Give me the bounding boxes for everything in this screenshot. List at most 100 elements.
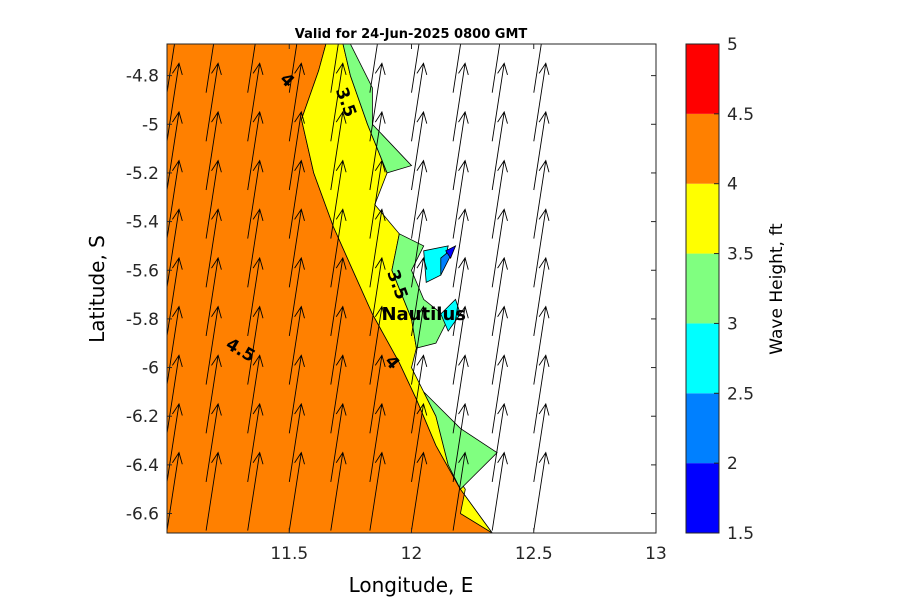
wave-arrow: [452, 44, 462, 93]
wave-arrow: [247, 62, 264, 142]
wave-arrow: [330, 451, 347, 531]
wave-arrow: [330, 110, 347, 191]
wave-arrow: [167, 62, 183, 142]
colorbar-tick-label: 2.5: [727, 384, 754, 404]
wave-arrow: [330, 208, 347, 288]
x-tick-label: 13: [645, 544, 667, 564]
wave-arrow: [247, 44, 256, 93]
wave-arrow: [369, 110, 386, 191]
wave-arrow: [369, 256, 386, 336]
wave-arrow: [167, 159, 183, 239]
wave-arrow: [205, 402, 222, 482]
y-tick-label: -5.8: [126, 310, 159, 330]
wave-arrow: [205, 451, 222, 531]
wave-arrow: [205, 354, 222, 434]
y-tick-label: -6.6: [126, 505, 159, 525]
wave-arrow: [411, 256, 428, 336]
wave-arrow: [533, 62, 550, 142]
wave-arrow: [330, 354, 347, 434]
wave-arrow: [411, 305, 428, 385]
wave-arrow: [369, 305, 386, 385]
wave-arrow: [247, 110, 264, 191]
wave-arrow: [491, 110, 508, 191]
wave-arrow: [411, 208, 428, 288]
wave-arrow: [369, 44, 378, 93]
wave-arrow: [288, 159, 305, 239]
wave-arrow: [533, 110, 550, 191]
wave-arrow: [491, 62, 508, 142]
colorbar-segment: [686, 113, 719, 184]
wave-arrow: [247, 159, 264, 239]
wave-arrow: [452, 208, 469, 288]
wave-arrow: [411, 159, 428, 239]
location-label-nautilus: Nautilus: [381, 304, 466, 325]
colorbar-label: Wave Height, ft: [767, 223, 787, 355]
wave-arrow: [491, 159, 508, 239]
colorbar-tick-label: 1.5: [727, 524, 754, 544]
y-axis-label: Latitude, S: [85, 235, 109, 343]
wave-arrow: [491, 208, 508, 288]
y-tick-label: -5.6: [126, 261, 159, 281]
wave-arrow: [167, 110, 183, 191]
wave-arrow: [533, 305, 550, 385]
wave-arrow: [330, 305, 347, 385]
wave-arrow: [288, 451, 305, 531]
wave-arrow: [491, 256, 508, 336]
wave-arrow: [452, 354, 469, 434]
colorbar-tick-label: 3.5: [727, 245, 754, 265]
colorbar-frame: [685, 43, 720, 534]
wave-arrow: [369, 62, 386, 142]
wave-arrow: [533, 451, 550, 531]
wave-arrow: [411, 402, 428, 482]
x-axis-ticks: 11.5 12 12.5 13: [270, 44, 667, 564]
wave-arrow: [330, 402, 347, 482]
wave-arrow: [205, 44, 215, 93]
colorbar-segment: [686, 323, 719, 394]
wave-arrow: [452, 110, 469, 191]
wave-arrow: [452, 62, 469, 142]
region-1.5-2: [445, 245, 457, 259]
colorbar-tick-label: 4: [727, 175, 738, 195]
wave-arrow: [369, 159, 386, 239]
wave-arrow: [167, 305, 183, 385]
wave-arrow: [205, 159, 222, 239]
wave-arrow: [369, 402, 386, 482]
colorbar-tick-label: 2: [727, 454, 738, 474]
wave-arrow: [247, 44, 249, 45]
wave-arrow: [288, 354, 305, 434]
y-axis-ticks: -4.8 -5 -5.2 -5.4 -5.6 -5.8 -6 -6.2 -6.4 -6.6: [126, 67, 656, 525]
wave-arrow: [533, 208, 550, 288]
wave-arrow: [167, 256, 183, 336]
wave-arrow: [330, 44, 339, 93]
wave-arrow: [452, 305, 469, 385]
wave-arrow: [533, 44, 542, 93]
wave-arrow: [452, 256, 469, 336]
wave-arrow: [288, 305, 305, 385]
x-axis-label: Longitude, E: [349, 573, 474, 597]
wave-arrow: [330, 159, 347, 239]
colorbar-segment: [686, 463, 719, 533]
y-tick-label: -6.4: [126, 456, 159, 476]
wave-arrow: [288, 402, 305, 482]
wave-arrow: [452, 159, 469, 239]
y-tick-label: -4.8: [126, 67, 159, 87]
wave-arrow: [247, 256, 264, 336]
wave-arrow: [330, 62, 347, 142]
wave-arrow: [167, 208, 183, 288]
x-tick-label: 12: [401, 544, 423, 564]
x-tick-label: 11.5: [270, 544, 308, 564]
wave-arrow: [533, 159, 550, 239]
wave-arrow: [205, 256, 222, 336]
wave-arrow: [247, 208, 264, 288]
wave-arrow: [288, 208, 305, 288]
wave-arrow: [167, 44, 168, 45]
wave-arrow: [369, 208, 386, 288]
wave-arrow: [206, 44, 207, 45]
wave-arrow: [288, 256, 305, 336]
wave-arrow: [205, 110, 222, 191]
wave-arrow: [369, 451, 386, 531]
wave-arrow: [411, 354, 428, 434]
wave-arrow: [247, 402, 264, 482]
